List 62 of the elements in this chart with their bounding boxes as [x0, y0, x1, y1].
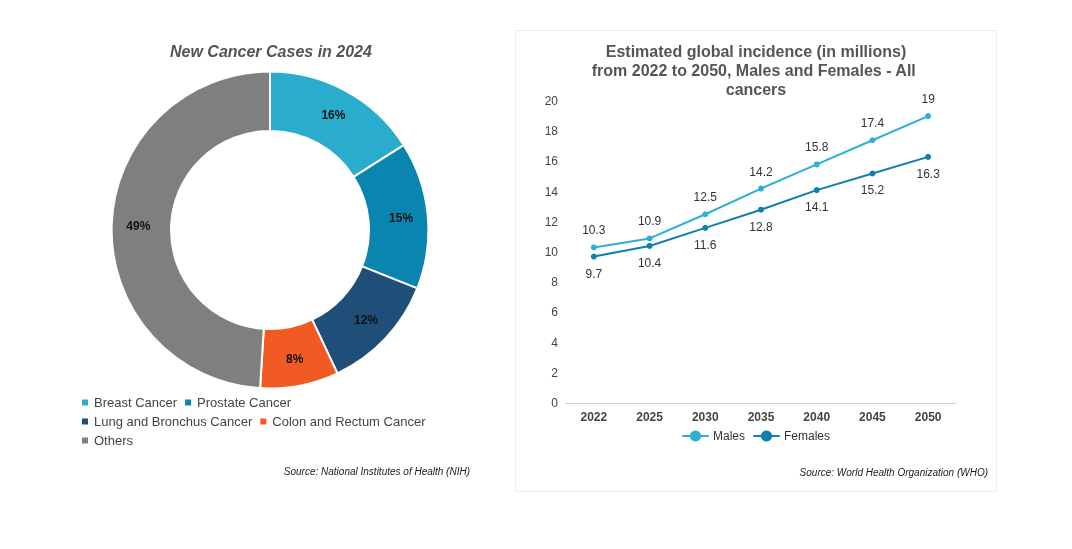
- legend-label: Lung and Bronchus Cancer: [94, 414, 253, 429]
- y-tick-label: 4: [551, 335, 559, 350]
- source-note: Source: National Institutes of Health (NIH): [283, 465, 471, 477]
- data-label: 9.7: [585, 266, 603, 281]
- y-tick-label: 12: [544, 214, 559, 229]
- data-label: 12.5: [693, 190, 718, 205]
- legend-label: Others: [94, 433, 134, 448]
- data-label: 16%: [321, 107, 346, 122]
- point: [590, 253, 597, 260]
- chart-title: New Cancer Cases in 2024: [170, 42, 372, 60]
- point: [813, 187, 820, 194]
- point: [813, 161, 820, 168]
- point: [925, 113, 932, 120]
- x-tick-label: 2045: [859, 410, 887, 424]
- y-tick-label: 18: [544, 124, 559, 139]
- x-tick-label: 2050: [914, 410, 942, 424]
- data-label: 15.8: [805, 140, 829, 155]
- point: [758, 185, 764, 192]
- y-tick-label: 10: [544, 245, 559, 259]
- data-label: 16.3: [916, 166, 941, 181]
- point: [869, 170, 876, 177]
- x-tick-label: 2040: [803, 410, 831, 424]
- data-label: 11.6: [694, 237, 717, 252]
- data-label: 15.2: [860, 183, 885, 198]
- point: [925, 153, 932, 160]
- point: [646, 242, 653, 249]
- data-label: 12%: [353, 313, 379, 328]
- point: [590, 244, 597, 251]
- data-label: 10.3: [582, 223, 606, 238]
- data-label: 10.9: [637, 214, 662, 229]
- point: [646, 235, 653, 242]
- legend-label: Colon and Rectum Cancer: [272, 414, 427, 429]
- y-tick-label: 16: [544, 154, 559, 169]
- legend-label: Males: [712, 429, 745, 443]
- point: [702, 224, 709, 231]
- y-tick-label: 20: [544, 94, 559, 108]
- point: [758, 206, 764, 213]
- x-tick-label: 2022: [580, 410, 608, 424]
- data-label: 15%: [389, 210, 414, 225]
- source-note: Source: World Health Organization (WHO): [799, 466, 989, 478]
- data-label: 12.8: [749, 219, 773, 234]
- legend-label: Females: [784, 429, 831, 443]
- x-tick-label: 2035: [747, 410, 775, 424]
- x-tick-label: 2025: [636, 410, 664, 424]
- data-label: 19: [921, 92, 936, 107]
- x-tick-label: 2030: [691, 410, 719, 424]
- y-tick-label: 0: [551, 396, 559, 410]
- point: [869, 137, 876, 144]
- y-tick-label: 6: [551, 305, 559, 320]
- y-tick-label: 8: [551, 275, 559, 290]
- y-tick-label: 14: [544, 184, 559, 199]
- y-tick-label: 2: [551, 365, 559, 380]
- data-label: 14.2: [749, 164, 773, 179]
- data-label: 49%: [126, 218, 151, 233]
- data-label: 14.1: [805, 200, 829, 215]
- data-label: 8%: [286, 352, 304, 367]
- data-label: 17.4: [860, 116, 885, 131]
- legend-label: Prostate Cancer: [197, 395, 292, 410]
- legend-label: Breast Cancer: [94, 395, 178, 410]
- chart-title: Estimated global incidence (in millions) from 2022 to 2050, Males and Females - All cancers: [591, 43, 921, 98]
- data-label: 10.4: [637, 255, 662, 270]
- point: [702, 211, 709, 218]
